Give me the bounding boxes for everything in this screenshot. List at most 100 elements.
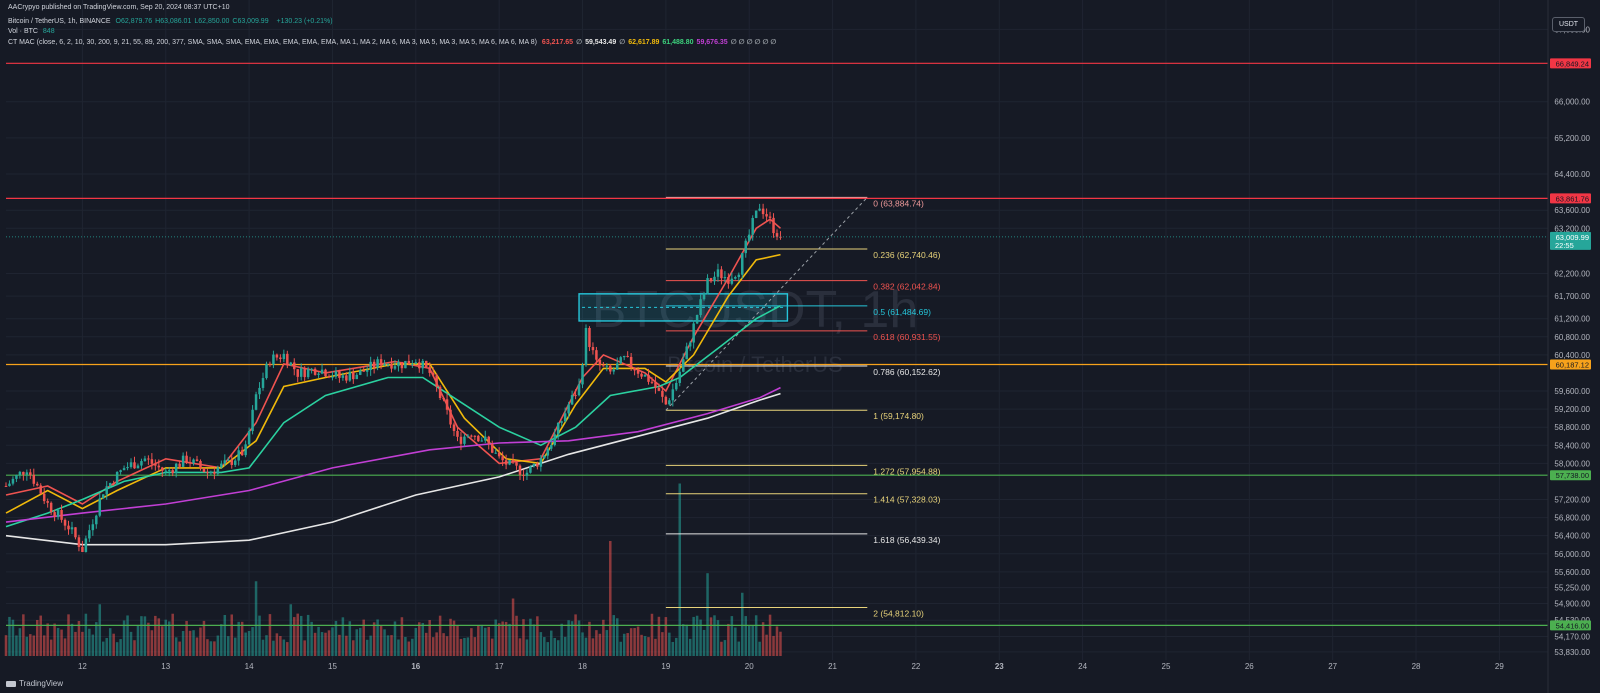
- candle-body: [74, 527, 77, 538]
- volume-bar: [140, 616, 143, 656]
- candle-body: [435, 375, 438, 387]
- indicator-value: 62,617.89: [628, 39, 660, 46]
- candle-body: [352, 371, 355, 380]
- candle-body: [633, 367, 636, 371]
- volume-bar: [609, 541, 612, 656]
- candle-body: [230, 459, 233, 465]
- candle-body: [338, 371, 341, 378]
- volume-bars: [4, 483, 782, 656]
- candle-body: [108, 483, 112, 487]
- candle-body: [303, 368, 306, 378]
- volume-bar: [358, 627, 362, 656]
- candle-body: [220, 463, 223, 468]
- candle-body: [720, 269, 723, 279]
- candle-body: [414, 362, 418, 364]
- volume-bar: [508, 623, 511, 656]
- candle-body: [661, 390, 664, 397]
- candle-body: [397, 361, 400, 367]
- candle-body: [765, 214, 768, 217]
- volume-bar: [293, 617, 296, 656]
- candle-body: [480, 440, 484, 442]
- currency-button[interactable]: USDT: [1552, 17, 1586, 32]
- candle-body: [317, 373, 320, 375]
- candle-body: [223, 460, 227, 464]
- candle-body: [348, 371, 352, 381]
- candle-body: [466, 435, 470, 437]
- price-tick-label: 60,400.00: [1554, 351, 1590, 360]
- footer-brand: TradingView: [19, 679, 64, 688]
- volume-bar: [91, 634, 95, 656]
- demand-zone[interactable]: [578, 293, 789, 322]
- volume-bar: [581, 632, 584, 656]
- volume-bar: [299, 615, 303, 656]
- candle-body: [442, 397, 445, 400]
- fib-trend-line: [665, 196, 868, 411]
- volume-bar: [188, 630, 192, 656]
- volume-bar: [709, 617, 713, 656]
- candle-body: [136, 465, 140, 469]
- volume-bar: [22, 614, 25, 656]
- candle-body: [355, 374, 359, 380]
- volume-bar: [532, 624, 536, 656]
- candle-body: [261, 378, 265, 388]
- candle-body: [258, 387, 261, 395]
- candle-body: [133, 462, 136, 469]
- volume-bar: [303, 640, 306, 656]
- candle-body: [202, 468, 206, 473]
- volume-bar: [643, 636, 647, 656]
- candle-body: [390, 363, 393, 369]
- candle-body: [372, 361, 376, 368]
- volume-bar: [577, 620, 581, 656]
- time-axis[interactable]: 12 13 14 15 16 17 18 19 20 21 22 23 24 25 26 27 28 29: [78, 662, 1504, 671]
- volume-bar: [685, 624, 688, 656]
- volume-bar: [206, 639, 209, 656]
- volume-bar: [407, 641, 411, 656]
- volume-bar: [313, 632, 317, 656]
- fib-level-label: 0.382 (62,042.84): [873, 282, 940, 292]
- candle-body: [365, 370, 369, 372]
- volume-bar: [695, 615, 699, 656]
- candle-body: [268, 363, 272, 365]
- volume-bar: [39, 615, 42, 656]
- candle-body: [768, 216, 772, 218]
- ohlc-h: H63,086.01: [155, 18, 192, 25]
- candle-body: [91, 524, 95, 531]
- indicator-legend: CT MAC (close, 6, 2, 10, 30, 200, 9, 21,…: [8, 38, 782, 46]
- volume-bar: [105, 638, 108, 656]
- volume-bar: [525, 639, 529, 656]
- volume-bar: [473, 637, 477, 656]
- candle-body: [331, 376, 334, 378]
- volume-bar: [657, 616, 661, 656]
- candle-body: [53, 512, 56, 517]
- volume-bar: [765, 634, 768, 656]
- volume-bar: [230, 614, 233, 656]
- symbol-name[interactable]: Bitcoin / TetherUS, 1h, BINANCE: [8, 18, 111, 25]
- candle-body: [199, 460, 202, 469]
- volume-bar: [254, 581, 258, 656]
- time-tick-label: 28: [1412, 662, 1421, 671]
- candle-body: [737, 274, 741, 278]
- price-tick-label: 55,600.00: [1554, 568, 1590, 577]
- watermark-symbol: BTCUSDT, 1h: [592, 281, 919, 339]
- candle-body: [320, 369, 324, 374]
- volume-bar: [150, 630, 154, 656]
- candle-body: [470, 435, 473, 437]
- candle-body: [299, 368, 303, 377]
- candle-body: [678, 371, 682, 383]
- indicator-value: ∅: [619, 39, 626, 46]
- volume-bar: [275, 633, 279, 656]
- candle-body: [404, 360, 407, 369]
- volume-bar: [272, 640, 275, 656]
- price-axis[interactable]: 67,600.0066,000.0065,200.0064,400.0063,6…: [6, 25, 1591, 657]
- volume-bar: [306, 614, 310, 656]
- candle-body: [529, 466, 532, 473]
- candle-body: [754, 210, 758, 218]
- tradingview-logo[interactable]: TradingView: [6, 679, 63, 688]
- price-tick-label: 61,700.00: [1554, 292, 1590, 301]
- candle-body: [418, 362, 421, 369]
- candle-body: [622, 355, 626, 358]
- volume-label[interactable]: Vol · BTC: [8, 28, 38, 35]
- indicator-label[interactable]: CT MAC (close, 6, 2, 10, 30, 200, 9, 21,…: [8, 39, 537, 46]
